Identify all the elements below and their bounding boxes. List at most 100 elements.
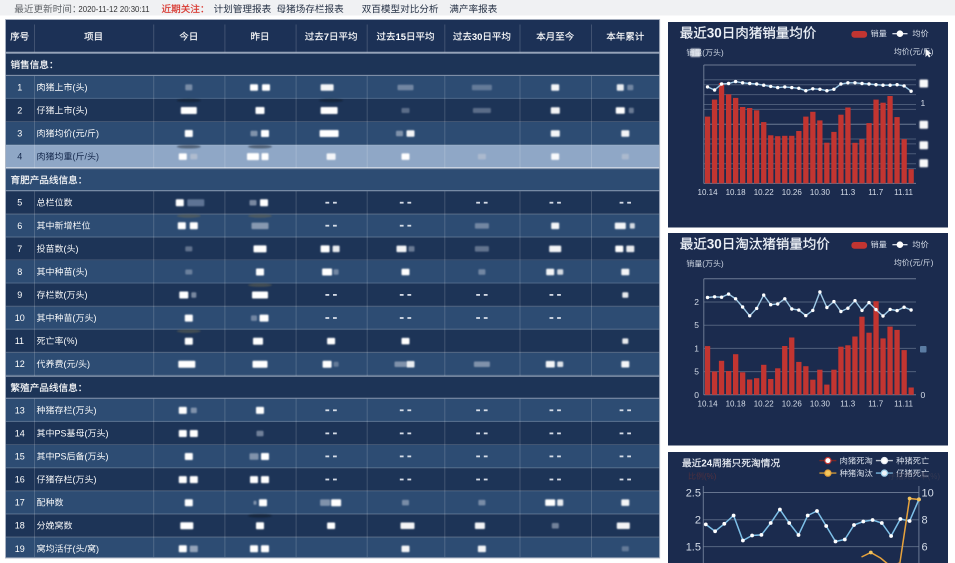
svg-text:/: / bbox=[85, 544, 88, 554]
svg-text:): ) bbox=[85, 105, 88, 115]
svg-text:(%): (%) bbox=[704, 472, 717, 481]
svg-text:11: 11 bbox=[15, 336, 24, 346]
svg-text:4: 4 bbox=[17, 152, 22, 162]
svg-text:15: 15 bbox=[15, 452, 25, 462]
svg-text:): ) bbox=[721, 49, 724, 58]
svg-text:): ) bbox=[931, 259, 934, 268]
svg-text:10.30: 10.30 bbox=[810, 400, 831, 409]
svg-text:10: 10 bbox=[922, 487, 934, 499]
svg-text:(: ( bbox=[73, 313, 76, 323]
svg-text:): ) bbox=[85, 82, 88, 92]
svg-text:/: / bbox=[921, 259, 924, 268]
svg-text:10.18: 10.18 bbox=[726, 400, 747, 409]
svg-text:(: ( bbox=[910, 259, 913, 268]
svg-text:10.22: 10.22 bbox=[754, 188, 775, 197]
svg-text:(: ( bbox=[73, 105, 76, 115]
svg-text:): ) bbox=[87, 359, 90, 369]
svg-text:): ) bbox=[96, 152, 99, 162]
svg-text:30: 30 bbox=[707, 26, 722, 41]
svg-text:11.3: 11.3 bbox=[840, 188, 856, 197]
svg-text:(: ( bbox=[73, 152, 76, 162]
svg-text:1: 1 bbox=[921, 98, 926, 108]
svg-text:2020-11-12 20:30:11: 2020-11-12 20:30:11 bbox=[78, 5, 149, 14]
svg-text:7: 7 bbox=[324, 32, 329, 43]
svg-text:/: / bbox=[76, 359, 79, 369]
svg-text:11.3: 11.3 bbox=[840, 400, 856, 409]
svg-text:6: 6 bbox=[17, 221, 22, 231]
svg-text:14: 14 bbox=[15, 428, 25, 438]
svg-text:(: ( bbox=[73, 267, 76, 277]
svg-text:): ) bbox=[85, 267, 88, 277]
svg-text:5: 5 bbox=[694, 367, 699, 377]
svg-text:): ) bbox=[85, 290, 88, 300]
svg-text:(: ( bbox=[73, 405, 76, 415]
svg-text:8: 8 bbox=[922, 515, 928, 527]
svg-text:1.5: 1.5 bbox=[686, 541, 701, 553]
svg-text:(: ( bbox=[64, 290, 67, 300]
svg-text:6: 6 bbox=[922, 541, 928, 553]
svg-text:(%): (%) bbox=[928, 472, 941, 481]
svg-text:24: 24 bbox=[701, 459, 712, 470]
svg-text:0: 0 bbox=[921, 390, 926, 400]
svg-text:PS: PS bbox=[55, 428, 67, 438]
svg-text:/: / bbox=[85, 152, 88, 162]
svg-text:15: 15 bbox=[396, 32, 407, 43]
svg-text:3: 3 bbox=[17, 129, 22, 139]
svg-text:5: 5 bbox=[694, 320, 699, 330]
svg-text:2: 2 bbox=[17, 105, 22, 115]
svg-text:1: 1 bbox=[694, 343, 699, 353]
svg-text:19: 19 bbox=[15, 544, 25, 554]
svg-text:10.30: 10.30 bbox=[810, 188, 831, 197]
svg-text:): ) bbox=[94, 475, 97, 485]
svg-text:1: 1 bbox=[17, 82, 22, 92]
svg-text:2: 2 bbox=[695, 515, 701, 527]
svg-text:(: ( bbox=[85, 428, 88, 438]
svg-text:10.14: 10.14 bbox=[698, 188, 719, 197]
svg-text:): ) bbox=[76, 244, 79, 254]
svg-text:2: 2 bbox=[694, 297, 699, 307]
svg-text:11.11: 11.11 bbox=[894, 400, 913, 409]
svg-text:8: 8 bbox=[17, 267, 22, 277]
svg-text:10: 10 bbox=[15, 313, 25, 323]
svg-text:(: ( bbox=[85, 452, 88, 462]
svg-text:(: ( bbox=[73, 82, 76, 92]
svg-text:13: 13 bbox=[15, 405, 25, 415]
svg-text:(%): (%) bbox=[64, 336, 78, 346]
svg-text:(: ( bbox=[73, 544, 76, 554]
svg-text:): ) bbox=[721, 260, 724, 269]
svg-text:30: 30 bbox=[472, 32, 483, 43]
svg-text:30: 30 bbox=[707, 237, 722, 252]
svg-text:0: 0 bbox=[694, 390, 699, 400]
svg-text:17: 17 bbox=[15, 498, 25, 508]
svg-text:/: / bbox=[921, 48, 924, 57]
svg-text:10.26: 10.26 bbox=[782, 400, 803, 409]
svg-text:(: ( bbox=[910, 48, 913, 57]
svg-text:12: 12 bbox=[15, 359, 25, 369]
svg-text:(: ( bbox=[64, 359, 67, 369]
svg-text:(: ( bbox=[73, 129, 76, 139]
svg-text:10.14: 10.14 bbox=[698, 400, 719, 409]
svg-text:9: 9 bbox=[17, 290, 22, 300]
svg-text:(: ( bbox=[702, 260, 705, 269]
svg-text:10.18: 10.18 bbox=[726, 188, 747, 197]
svg-text:): ) bbox=[94, 405, 97, 415]
svg-text:PS: PS bbox=[55, 452, 67, 462]
svg-text:7: 7 bbox=[17, 244, 22, 254]
svg-text:11.7: 11.7 bbox=[868, 188, 884, 197]
svg-text:2.5: 2.5 bbox=[686, 487, 701, 499]
svg-text:11.7: 11.7 bbox=[868, 400, 884, 409]
svg-text:10.22: 10.22 bbox=[754, 400, 775, 409]
svg-text:(: ( bbox=[64, 244, 67, 254]
svg-text:): ) bbox=[96, 129, 99, 139]
svg-text:18: 18 bbox=[15, 521, 25, 531]
svg-text:11.11: 11.11 bbox=[894, 188, 913, 197]
svg-text:): ) bbox=[94, 313, 97, 323]
svg-text:): ) bbox=[106, 452, 109, 462]
svg-text:(: ( bbox=[73, 475, 76, 485]
svg-text:): ) bbox=[931, 48, 934, 57]
svg-text:): ) bbox=[96, 544, 99, 554]
svg-text:): ) bbox=[106, 428, 109, 438]
svg-text:16: 16 bbox=[15, 475, 25, 485]
svg-text:(: ( bbox=[702, 49, 705, 58]
svg-text:/: / bbox=[85, 129, 88, 139]
